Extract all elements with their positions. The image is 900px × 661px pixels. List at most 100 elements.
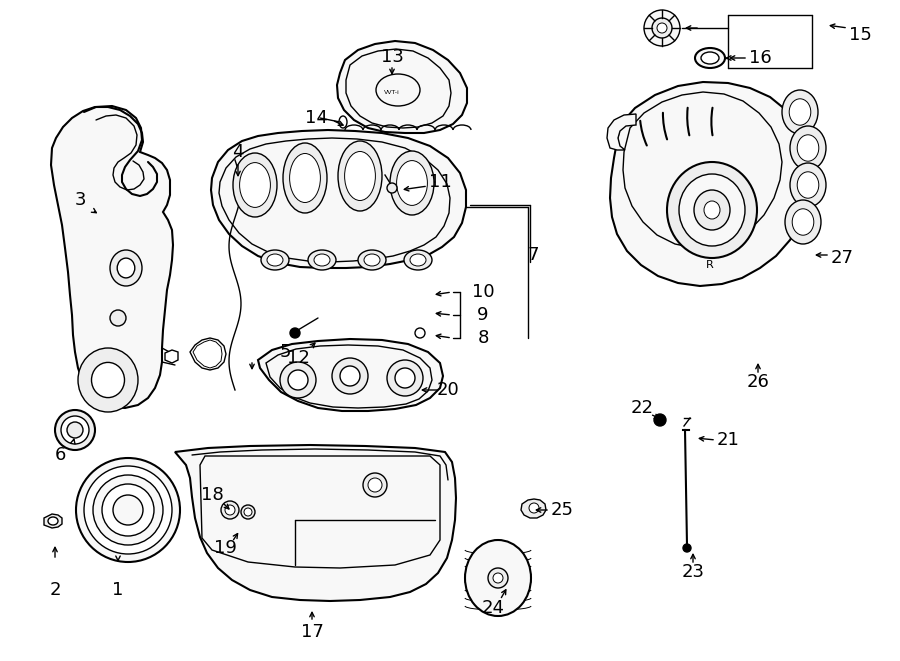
Polygon shape [44, 514, 62, 528]
Text: 13: 13 [381, 48, 403, 66]
Ellipse shape [465, 540, 531, 616]
Ellipse shape [368, 478, 382, 492]
Text: 1: 1 [112, 581, 123, 599]
Polygon shape [610, 82, 810, 286]
Text: 2: 2 [50, 581, 61, 599]
Ellipse shape [529, 503, 539, 513]
Ellipse shape [363, 473, 387, 497]
Ellipse shape [288, 370, 308, 390]
Ellipse shape [78, 348, 138, 412]
Text: 19: 19 [213, 539, 237, 557]
Text: VVT-i: VVT-i [384, 89, 400, 95]
Ellipse shape [117, 258, 135, 278]
Ellipse shape [390, 151, 434, 215]
Text: R: R [706, 260, 714, 270]
Ellipse shape [387, 183, 397, 193]
Ellipse shape [797, 135, 819, 161]
Text: 17: 17 [301, 623, 323, 641]
Ellipse shape [308, 250, 336, 270]
Ellipse shape [395, 368, 415, 388]
Text: 16: 16 [749, 49, 771, 67]
Ellipse shape [790, 163, 826, 207]
Text: 15: 15 [849, 26, 871, 44]
Ellipse shape [67, 422, 83, 438]
Ellipse shape [55, 410, 95, 450]
Ellipse shape [415, 328, 425, 338]
Text: 22: 22 [631, 399, 653, 417]
Text: 7: 7 [527, 246, 539, 264]
Polygon shape [175, 445, 456, 601]
Ellipse shape [221, 501, 239, 519]
Polygon shape [193, 340, 222, 368]
Ellipse shape [61, 416, 89, 444]
Text: 26: 26 [747, 373, 770, 391]
Ellipse shape [790, 126, 826, 170]
Ellipse shape [694, 190, 730, 230]
Ellipse shape [701, 52, 719, 64]
Ellipse shape [244, 508, 252, 516]
Ellipse shape [358, 250, 386, 270]
Ellipse shape [84, 466, 172, 554]
Ellipse shape [92, 362, 124, 398]
Text: 9: 9 [477, 306, 489, 324]
Ellipse shape [782, 90, 818, 134]
Polygon shape [521, 499, 546, 518]
Ellipse shape [683, 544, 691, 552]
Ellipse shape [225, 505, 235, 515]
Ellipse shape [657, 23, 667, 33]
Ellipse shape [241, 505, 255, 519]
Ellipse shape [314, 254, 330, 266]
Polygon shape [258, 339, 443, 411]
Ellipse shape [667, 162, 757, 258]
Ellipse shape [345, 151, 375, 200]
Text: 27: 27 [831, 249, 853, 267]
Polygon shape [190, 338, 226, 370]
Ellipse shape [338, 141, 382, 211]
Ellipse shape [797, 172, 819, 198]
Text: 18: 18 [201, 486, 223, 504]
Text: 4: 4 [232, 143, 244, 161]
Ellipse shape [76, 458, 180, 562]
Ellipse shape [397, 161, 427, 206]
Ellipse shape [679, 174, 745, 246]
Text: 20: 20 [436, 381, 459, 399]
Polygon shape [337, 41, 467, 133]
Ellipse shape [267, 254, 283, 266]
Text: 14: 14 [304, 109, 328, 127]
Ellipse shape [110, 310, 126, 326]
Ellipse shape [280, 362, 316, 398]
Text: 12: 12 [286, 349, 310, 367]
Ellipse shape [102, 484, 154, 536]
Ellipse shape [364, 254, 380, 266]
Ellipse shape [93, 475, 163, 545]
Ellipse shape [261, 250, 289, 270]
Ellipse shape [704, 201, 720, 219]
Ellipse shape [283, 143, 327, 213]
Ellipse shape [340, 366, 360, 386]
Ellipse shape [48, 517, 58, 525]
Ellipse shape [785, 200, 821, 244]
Ellipse shape [110, 250, 142, 286]
Text: 11: 11 [428, 173, 452, 191]
Text: 21: 21 [716, 431, 740, 449]
Ellipse shape [695, 48, 725, 68]
Ellipse shape [652, 18, 672, 38]
Text: 10: 10 [472, 283, 494, 301]
Text: 3: 3 [74, 191, 86, 209]
Ellipse shape [339, 116, 347, 128]
Polygon shape [51, 107, 173, 408]
Text: 24: 24 [482, 599, 505, 617]
Ellipse shape [290, 153, 320, 202]
Ellipse shape [792, 209, 814, 235]
Polygon shape [211, 130, 466, 268]
Text: 5: 5 [279, 343, 291, 361]
Ellipse shape [233, 153, 277, 217]
Ellipse shape [644, 10, 680, 46]
Ellipse shape [113, 495, 143, 525]
Ellipse shape [410, 254, 426, 266]
Text: 23: 23 [681, 563, 705, 581]
Polygon shape [165, 350, 178, 363]
Polygon shape [607, 114, 636, 150]
Ellipse shape [332, 358, 368, 394]
Ellipse shape [239, 163, 270, 208]
